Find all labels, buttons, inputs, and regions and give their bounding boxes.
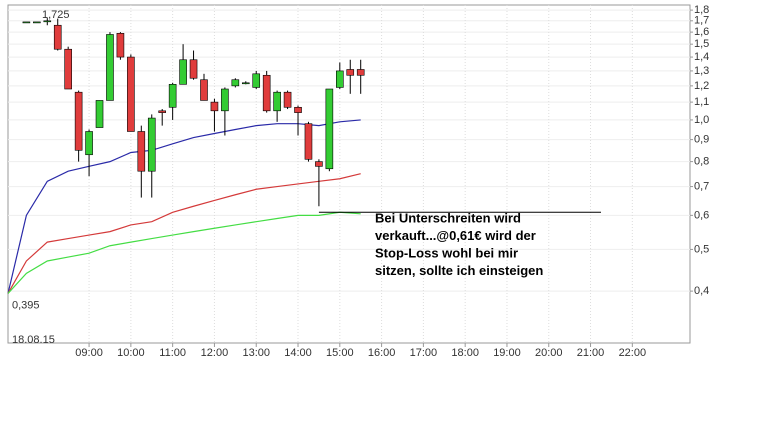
moving-average: [7, 173, 361, 294]
annotation-text: Stop-Loss wohl bei mir: [375, 245, 518, 260]
date-label: 18.08.15: [12, 334, 55, 346]
y-tick-label: 1,0: [694, 114, 709, 126]
x-tick-label: 11:00: [159, 347, 186, 359]
x-tick-label: 21:00: [577, 347, 605, 359]
candle-body: [53, 24, 62, 50]
candle-body: [241, 82, 250, 85]
candle-body: [283, 91, 292, 108]
candle-body: [64, 48, 72, 90]
x-tick-label: 10:00: [117, 347, 145, 359]
candle-body: [74, 91, 83, 151]
y-tick-label: 0,7: [694, 180, 709, 192]
y-tick-label: 1,5: [694, 38, 709, 50]
candle-body: [85, 131, 93, 156]
candle-body: [95, 100, 104, 128]
x-tick-label: 19:00: [493, 347, 521, 359]
x-tick-label: 22:00: [619, 347, 647, 359]
annotation-text: sitzen, sollte ich einsteigen: [375, 263, 543, 278]
candle-body: [346, 69, 355, 76]
x-tick-label: 18:00: [451, 347, 479, 359]
y-tick-label: 0,4: [694, 285, 709, 297]
candle-body: [116, 32, 125, 58]
y-tick-label: 1,2: [694, 80, 709, 92]
candle-body: [106, 34, 114, 101]
y-tick-label: 1,3: [694, 65, 709, 77]
y-tick-label: 0,8: [694, 156, 709, 168]
y-tick-label: 1,7: [694, 15, 709, 27]
candle-body: [210, 101, 219, 112]
candle-body: [294, 106, 302, 113]
candle-body: [158, 110, 167, 113]
annotation-text: verkauft...@0,61€ wird der: [375, 228, 536, 243]
candle-body: [273, 91, 281, 112]
x-tick-label: 14:00: [284, 347, 312, 359]
y-tick-label: 1,1: [694, 96, 709, 108]
annotation-text: Bei Unterschreiten wird: [375, 210, 521, 225]
candle-body: [221, 88, 229, 112]
candle-body: [231, 79, 240, 87]
x-tick-label: 12:00: [201, 347, 229, 359]
candle-body: [22, 21, 31, 24]
candle-body: [127, 56, 135, 132]
x-tick-label: 15:00: [326, 347, 354, 359]
plot-frame: [7, 4, 691, 344]
candle-body: [137, 131, 146, 172]
candle-body: [189, 59, 198, 79]
x-tick-label: 16:00: [368, 347, 396, 359]
y-tick-label: 0,6: [694, 209, 709, 221]
candle-body: [262, 74, 271, 112]
high-label: 1,725: [42, 9, 70, 21]
candle-body: [33, 21, 41, 24]
x-tick-label: 20:00: [535, 347, 563, 359]
y-tick-label: 0,5: [694, 243, 709, 255]
candle-body: [325, 88, 334, 170]
y-tick-label: 1,8: [694, 4, 709, 16]
x-tick-label: 09:00: [75, 347, 103, 359]
low-label: 0,395: [12, 299, 40, 311]
candle-body: [336, 70, 344, 88]
y-tick-label: 1,6: [694, 26, 709, 38]
moving-average: [7, 211, 361, 294]
y-tick-label: 1,4: [694, 51, 709, 63]
candle-body: [147, 117, 156, 172]
x-tick-label: 13:00: [242, 347, 270, 359]
x-tick-label: 17:00: [410, 347, 438, 359]
candle-body: [200, 79, 208, 101]
candle-body: [168, 84, 177, 108]
candle-body: [356, 69, 365, 76]
candle-body: [252, 73, 261, 88]
y-tick-label: 0,9: [694, 134, 709, 146]
candle-body: [43, 20, 52, 23]
moving-average: [7, 119, 361, 294]
candle-body: [315, 161, 323, 167]
candle-body: [179, 59, 187, 85]
candle-body: [304, 123, 313, 160]
